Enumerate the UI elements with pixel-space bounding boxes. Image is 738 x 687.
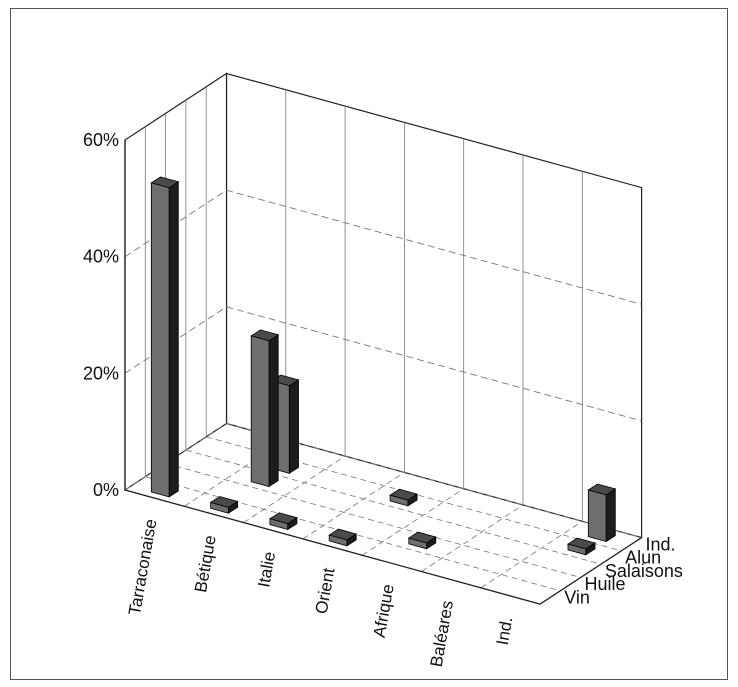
bar-vin-2 [268, 512, 298, 531]
series-label: Huile [585, 574, 626, 594]
series-label: Vin [564, 587, 590, 607]
bar-alun-6 [567, 537, 596, 556]
bar-vin-0 [150, 176, 180, 498]
category-label: Italie [254, 550, 279, 589]
y-tick-label: 0% [93, 480, 119, 500]
value-gridline [124, 306, 642, 422]
floor-gridline [165, 463, 581, 578]
floor-gridline [480, 520, 583, 589]
value-gridline [124, 189, 642, 305]
bar-ind-6 [587, 483, 617, 543]
bar-vin-3 [328, 528, 358, 547]
depth-axis-line [539, 537, 642, 605]
floor-gridline [243, 455, 346, 523]
bars [150, 176, 617, 556]
bar-vin-1 [209, 496, 239, 514]
chart-frame [10, 8, 728, 680]
series-label: Alun [625, 548, 661, 568]
bar-huile-4 [407, 531, 437, 550]
y-tick-label: 60% [83, 130, 119, 150]
series-label: Salaisons [605, 561, 683, 581]
category-label: Baléares [427, 599, 457, 668]
floor-gridline [302, 472, 405, 540]
x-axis-line [124, 489, 541, 605]
axes [124, 140, 642, 605]
series-label: Ind. [645, 534, 675, 554]
grid-layer [124, 72, 643, 539]
bar-salaisons-1 [250, 329, 280, 488]
category-label: Afrique [370, 583, 398, 639]
floor-gridline [421, 504, 524, 572]
category-label: Ind. [493, 615, 517, 646]
y-tick-label: 20% [83, 363, 119, 383]
category-label: Bétique [191, 534, 220, 594]
bar-alun-3 [389, 488, 419, 507]
category-label: Orient [312, 566, 339, 615]
floor-gridline [361, 488, 464, 556]
y-tick-label: 40% [83, 247, 119, 267]
category-label: Tarraconaise [125, 518, 161, 617]
